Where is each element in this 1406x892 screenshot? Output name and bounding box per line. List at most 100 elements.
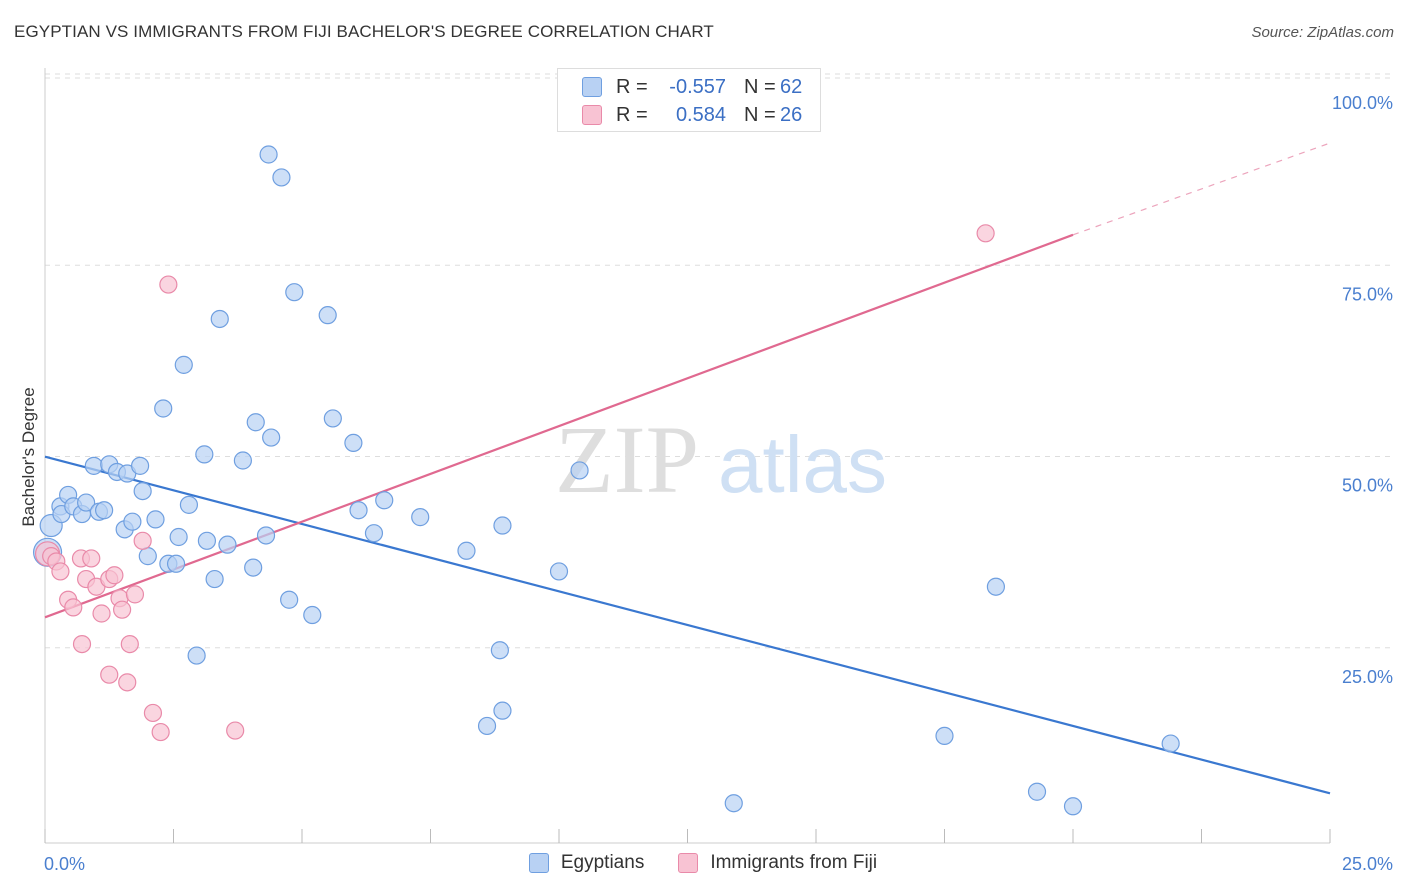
legend-n-label: N = <box>744 75 776 98</box>
fiji-point <box>120 634 139 654</box>
egyptians-point <box>1027 782 1047 801</box>
fiji-point <box>64 598 83 617</box>
legend-n-value: 62 <box>780 75 803 98</box>
x-tick-label-min: 0.0% <box>44 854 85 874</box>
fiji-point <box>51 562 70 581</box>
egyptians-point <box>318 306 337 325</box>
egyptians-point <box>197 531 217 550</box>
fiji-point <box>72 634 92 654</box>
fiji-point <box>112 600 132 619</box>
legend-label-egyptians: Egyptians <box>560 852 645 873</box>
egyptians-point <box>285 283 304 302</box>
egyptians-point <box>138 547 157 566</box>
egyptians-point <box>280 590 299 609</box>
egyptians-point <box>244 558 263 577</box>
egyptians-point <box>210 309 229 329</box>
fiji-point <box>118 673 137 692</box>
fiji-point <box>143 703 163 723</box>
egyptians-point <box>133 482 152 501</box>
legend-n-value: 26 <box>780 103 803 126</box>
egyptians-point <box>123 512 142 531</box>
watermark-zip: ZIP <box>555 406 699 513</box>
egyptians-point <box>130 456 150 475</box>
fiji-points <box>34 224 995 742</box>
egyptians-point <box>986 577 1006 596</box>
egyptians-point <box>262 428 281 447</box>
y-axis-label: Bachelor's Degree <box>19 387 38 526</box>
egyptians-point <box>323 409 342 428</box>
x-tick-label-max: 25.0% <box>1342 854 1393 874</box>
stats-legend: R = -0.557 N = 62 R = 0.584 N = 26 <box>557 68 821 132</box>
legend-label-fiji: Immigrants from Fiji <box>710 852 878 873</box>
legend-row-egyptians: R = -0.557 N = 62 <box>582 74 802 100</box>
legend-swatch-egyptians <box>528 853 549 873</box>
legend-item-fiji[interactable]: Immigrants from Fiji <box>678 852 877 874</box>
legend-r-label: R = <box>616 103 648 126</box>
fiji-point <box>976 224 995 243</box>
fiji-point <box>125 585 145 604</box>
egyptians-point <box>549 562 569 581</box>
fiji-point <box>159 275 178 294</box>
y-tick-label: 75.0% <box>1342 284 1393 304</box>
chart-title: EGYPTIAN VS IMMIGRANTS FROM FIJI BACHELO… <box>14 22 714 41</box>
egyptians-point <box>477 716 497 736</box>
egyptians-point <box>349 501 368 520</box>
y-tick-label: 100.0% <box>1332 93 1393 113</box>
fiji-point <box>82 549 101 568</box>
egyptians-point <box>1063 797 1083 816</box>
trend-line-fiji-extension <box>1072 142 1331 236</box>
egyptians-point <box>95 501 114 520</box>
egyptians-point <box>493 701 512 720</box>
egyptians-point <box>146 510 165 529</box>
fiji-point <box>105 566 124 585</box>
egyptians-point <box>166 554 186 573</box>
legend-row-fiji: R = 0.584 N = 26 <box>582 102 802 128</box>
egyptians-point <box>570 461 589 480</box>
egyptians-point <box>272 168 291 187</box>
legend-swatch-fiji <box>678 853 699 873</box>
egyptians-point <box>154 399 173 418</box>
legend-item-egyptians[interactable]: Egyptians <box>528 852 645 874</box>
egyptians-point <box>174 355 193 374</box>
series-legend: Egyptians Immigrants from Fiji <box>0 852 1406 874</box>
egyptians-point <box>259 145 278 164</box>
egyptians-point <box>935 726 954 746</box>
egyptians-point <box>246 413 265 432</box>
egyptians-point <box>364 524 384 543</box>
egyptians-point <box>344 433 363 453</box>
egyptians-point <box>195 445 214 464</box>
egyptians-point <box>411 508 430 527</box>
egyptians-point <box>303 605 322 625</box>
egyptians-point <box>187 646 206 665</box>
egyptians-point <box>179 495 199 514</box>
axes <box>44 68 1331 844</box>
trend-line-egyptians <box>44 455 1331 795</box>
source-credit: Source: ZipAtlas.com <box>1251 24 1394 41</box>
fiji-point <box>151 722 170 742</box>
egyptians-point <box>724 794 743 813</box>
legend-r-label: R = <box>616 75 648 98</box>
legend-swatch-blue <box>582 77 602 97</box>
fiji-point <box>100 665 119 684</box>
egyptians-point <box>218 535 237 554</box>
egyptians-point <box>493 516 512 535</box>
axis-labels: 100.0% 75.0% 50.0% 25.0% 0.0% 25.0% Bachelor's… <box>19 93 1393 874</box>
y-tick-label: 50.0% <box>1342 476 1393 496</box>
legend-r-value: 0.584 <box>675 103 726 126</box>
fiji-point <box>226 721 245 740</box>
trend-lines <box>44 142 1331 795</box>
fiji-point <box>92 604 111 623</box>
legend-n-label: N = <box>744 103 776 126</box>
egyptians-point <box>375 491 394 510</box>
egyptians-point <box>169 527 188 547</box>
egyptians-point <box>1161 734 1180 753</box>
y-tick-label: 25.0% <box>1342 667 1393 687</box>
watermark: ZIP atlas <box>555 406 887 513</box>
egyptians-point <box>77 493 96 512</box>
egyptians-point <box>256 526 276 545</box>
egyptians-point <box>490 641 509 660</box>
legend-swatch-pink <box>582 105 602 125</box>
trend-line-fiji <box>44 233 1074 619</box>
egyptians-point <box>205 569 224 589</box>
